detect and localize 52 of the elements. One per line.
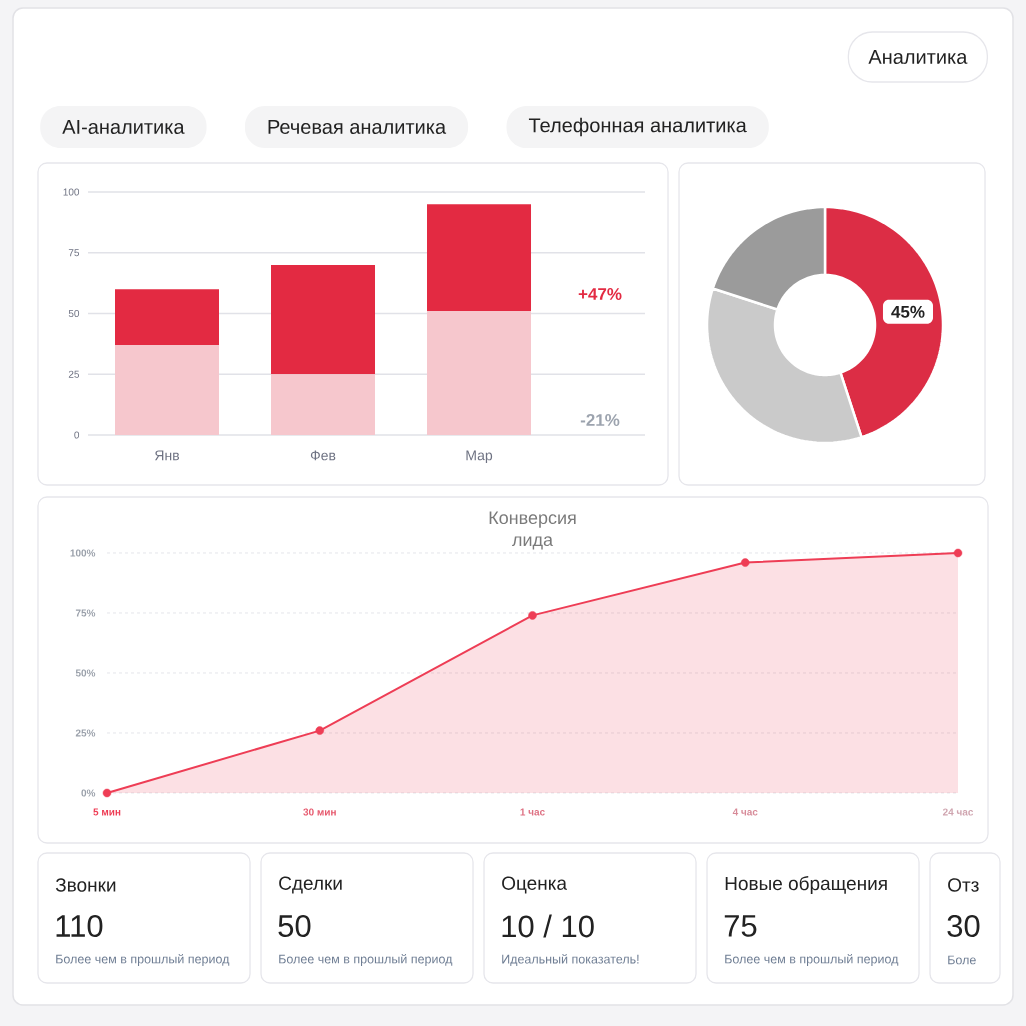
y-tick-label: 100% [70,549,96,557]
point [102,788,112,798]
x-tick-label: 1 час [520,808,545,816]
y-tick-label: 50% [75,669,96,677]
bar [427,311,532,435]
chart-title: Конверсия лида [489,511,576,550]
text: Оценка [502,876,567,894]
x-tick-label: 24 час [942,808,974,816]
text: Телефонная аналитика [528,117,747,137]
y-tick-label: 50 [68,309,80,318]
y-tick-label: 0 [74,431,80,439]
text: AI-аналитика [62,120,185,134]
x-tick-label: Мар [466,450,493,464]
x-tick-label: 4 час [732,808,758,816]
annotation: -21% [580,413,620,426]
point [528,611,537,620]
y-tick-label: 25% [75,729,96,737]
point [953,548,963,558]
x-tick-label: Янв [155,450,180,461]
text: Аналитика [868,50,968,64]
x-tick-label: 5 мин [93,808,121,816]
text: Более чем в прошлый период [279,954,453,966]
text: 50 [278,915,311,937]
text: 110 [56,915,103,937]
bar [115,289,219,346]
bar [271,374,375,435]
text: Более чем в прошлый период [56,954,230,966]
bar [115,345,219,435]
point [741,558,750,567]
y-tick-label: 0% [81,789,96,797]
text: Новые обращения [725,876,887,894]
text: Речевая аналитика [268,120,447,134]
y-tick-label: 75 [68,249,80,257]
point [315,726,324,735]
text: 75 [724,915,757,937]
text: 10 / 10 [502,914,594,938]
y-tick-label: 75% [75,609,96,617]
text: Звонки [55,878,116,892]
text: Идеальный показатель! [502,954,639,966]
bar [427,204,532,312]
y-tick-label: 100 [63,188,80,196]
text: Боле [948,955,976,965]
x-tick-label: 30 мин [303,808,336,816]
text: Сделки [279,876,342,894]
annotation: +47% [578,288,622,300]
data-label: 45% [891,305,925,318]
text: Более чем в прошлый период [725,954,899,966]
y-tick-label: 25 [68,370,80,378]
text: Отз [948,878,979,892]
x-tick-label: Фев [310,450,336,461]
text: 30 [947,915,980,937]
bar [271,264,375,375]
